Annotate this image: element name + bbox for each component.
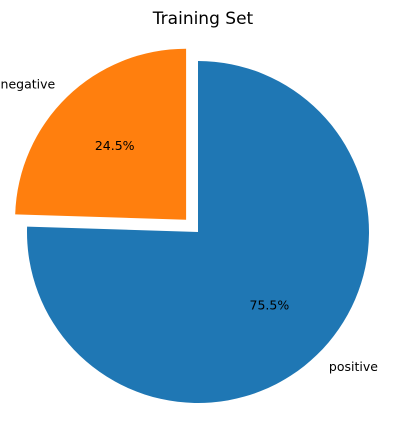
chart-title: Training Set	[152, 9, 254, 29]
labels-group: positive 75.5% negative 24.5%	[1, 77, 379, 374]
category-label-positive: positive	[329, 359, 378, 374]
category-label-negative: negative	[1, 77, 56, 92]
slices-group	[15, 48, 369, 403]
pie-slice-negative	[15, 48, 187, 220]
percent-label-negative: 24.5%	[95, 138, 135, 153]
pie-slice-positive	[27, 61, 369, 403]
percent-label-positive: 75.5%	[250, 298, 290, 313]
